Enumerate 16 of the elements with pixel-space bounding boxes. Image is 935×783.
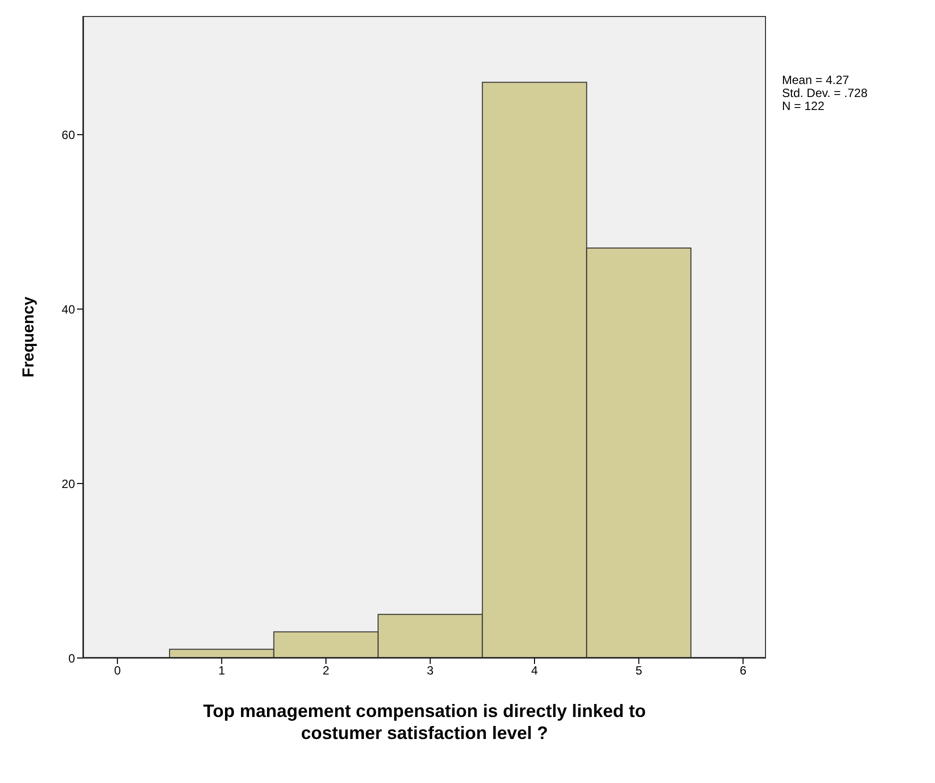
y-tick-label: 40 — [62, 302, 76, 316]
y-tick-label: 60 — [62, 128, 76, 142]
y-axis-title: Frequency — [20, 296, 38, 378]
x-tick-label: 1 — [218, 664, 226, 678]
x-tick-label: 5 — [635, 664, 642, 678]
y-tick-label: 0 — [68, 651, 76, 666]
x-tick-label: 6 — [740, 664, 747, 678]
text: Mean = 4.27 — [782, 73, 850, 87]
text: Std. Dev. = .728 — [782, 86, 868, 100]
x-tick-label: 3 — [426, 664, 434, 678]
x-tick-label: 0 — [114, 664, 122, 678]
text: N = 122 — [782, 99, 826, 113]
x-tick-label: 4 — [531, 664, 538, 678]
x-tick-label: 2 — [322, 664, 330, 678]
x-axis-title: Top management compensation is directly linked to costumer satisfaction level ? — [202, 700, 647, 744]
y-tick-label: 20 — [62, 476, 76, 491]
